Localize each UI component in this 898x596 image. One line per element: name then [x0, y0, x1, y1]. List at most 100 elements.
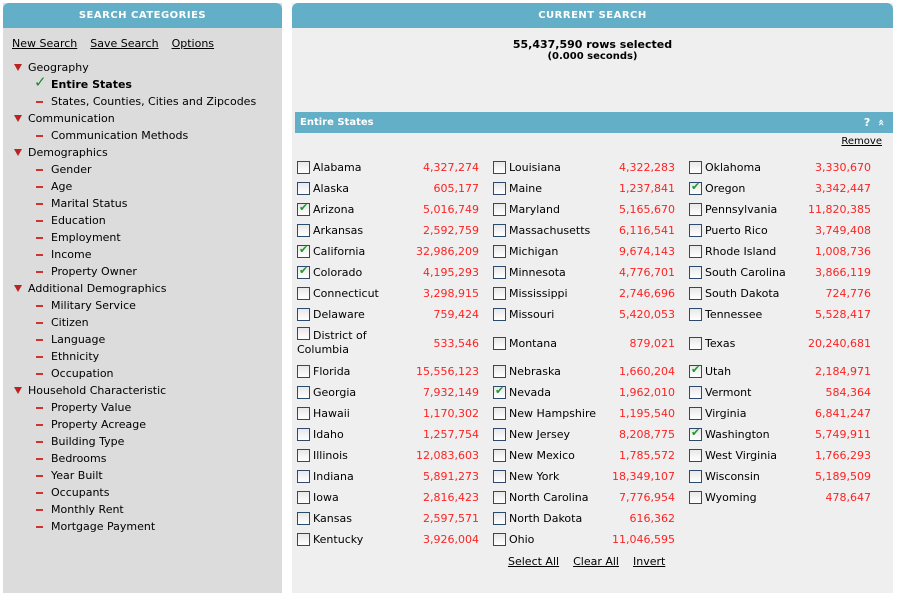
expand-triangle-icon[interactable]: [14, 149, 22, 156]
state-checkbox[interactable]: [297, 308, 310, 322]
subcategory[interactable]: Education: [13, 212, 281, 229]
subcategory[interactable]: Military Service: [13, 297, 281, 314]
state-checkbox[interactable]: [297, 365, 310, 379]
subcategory[interactable]: Property Owner: [13, 263, 281, 280]
subcategory[interactable]: Year Built: [13, 467, 281, 484]
state-checkbox[interactable]: [688, 336, 702, 350]
state-checkbox[interactable]: [492, 203, 506, 217]
state-checkbox[interactable]: [297, 512, 310, 526]
state-checkbox[interactable]: [297, 491, 310, 505]
state-checkbox[interactable]: [688, 386, 702, 400]
state-checkbox[interactable]: [492, 224, 506, 238]
category[interactable]: Demographics: [13, 144, 281, 161]
subcategory[interactable]: ✓ Entire States: [13, 74, 281, 93]
state-checkbox[interactable]: [492, 512, 506, 526]
state-count: 1,257,754: [423, 428, 479, 441]
state-checkbox[interactable]: [492, 533, 506, 547]
subcategory[interactable]: Mortgage Payment: [13, 518, 281, 535]
subcategory[interactable]: Property Acreage: [13, 416, 281, 433]
state-checkbox[interactable]: [688, 203, 702, 217]
subcategory[interactable]: Income: [13, 246, 281, 263]
state-checkbox[interactable]: [492, 470, 506, 484]
category[interactable]: Household Characteristic: [13, 382, 281, 399]
subcategory[interactable]: Occupants: [13, 484, 281, 501]
state-checkbox[interactable]: [492, 384, 506, 400]
state-checkbox[interactable]: [297, 386, 310, 400]
state-checkbox[interactable]: [492, 365, 506, 379]
expand-triangle-icon[interactable]: [14, 285, 22, 292]
subcategory[interactable]: Age: [13, 178, 281, 195]
dash-icon: [36, 203, 43, 205]
state-checkbox[interactable]: [688, 180, 702, 196]
category[interactable]: Communication: [13, 110, 281, 127]
state-checkbox[interactable]: [297, 243, 310, 259]
subcategory[interactable]: Gender: [13, 161, 281, 178]
state-checkbox[interactable]: [688, 266, 702, 280]
select-all-link[interactable]: Select All: [508, 555, 560, 568]
subcategory[interactable]: Communication Methods: [13, 127, 281, 144]
state-checkbox[interactable]: [297, 449, 310, 463]
subcategory[interactable]: Occupation: [13, 365, 281, 382]
subcategory[interactable]: States, Counties, Cities and Zipcodes: [13, 93, 281, 110]
category[interactable]: Additional Demographics: [13, 280, 281, 297]
state-checkbox[interactable]: [492, 428, 506, 442]
subcategory[interactable]: Language: [13, 331, 281, 348]
clear-all-link[interactable]: Clear All: [573, 555, 619, 568]
state-checkbox[interactable]: [688, 491, 702, 505]
state-checkbox[interactable]: [688, 426, 702, 442]
state-checkbox[interactable]: [492, 407, 506, 421]
expand-triangle-icon[interactable]: [14, 64, 22, 71]
state-checkbox[interactable]: [297, 326, 310, 340]
state-name: Alaska: [313, 182, 349, 195]
state-checkbox[interactable]: [492, 491, 506, 505]
state-checkbox[interactable]: [492, 336, 506, 350]
state-checkbox[interactable]: [297, 161, 310, 175]
state-checkbox[interactable]: [688, 308, 702, 322]
state-checkbox[interactable]: [492, 182, 506, 196]
state-checkbox[interactable]: [688, 224, 702, 238]
state-checkbox[interactable]: [297, 287, 310, 301]
subcategory[interactable]: Marital Status: [13, 195, 281, 212]
subcategory[interactable]: Employment: [13, 229, 281, 246]
invert-link[interactable]: Invert: [632, 555, 666, 568]
collapse-icon[interactable]: «: [874, 118, 888, 127]
state-checkbox[interactable]: [297, 201, 310, 217]
state-checkbox[interactable]: [297, 264, 310, 280]
state-checkbox[interactable]: [688, 449, 702, 463]
state-checkbox[interactable]: [297, 182, 310, 196]
state-checkbox[interactable]: [688, 470, 702, 484]
help-icon[interactable]: ?: [863, 116, 871, 129]
category[interactable]: Geography: [13, 59, 281, 76]
subcategory[interactable]: Monthly Rent: [13, 501, 281, 518]
state-checkbox[interactable]: [688, 161, 702, 175]
subcategory[interactable]: Bedrooms: [13, 450, 281, 467]
state-checkbox[interactable]: [688, 287, 702, 301]
state-checkbox[interactable]: [297, 428, 310, 442]
subcategory-label: Ethnicity: [51, 350, 100, 363]
state-checkbox[interactable]: [688, 407, 702, 421]
subcategory-label: Marital Status: [51, 197, 128, 210]
state-checkbox[interactable]: [297, 224, 310, 238]
state-checkbox[interactable]: [492, 245, 506, 259]
state-checkbox[interactable]: [492, 266, 506, 280]
expand-triangle-icon[interactable]: [14, 387, 22, 394]
state-count: 5,016,749: [423, 203, 479, 216]
state-checkbox[interactable]: [688, 245, 702, 259]
state-checkbox[interactable]: [688, 363, 702, 379]
subcategory[interactable]: Citizen: [13, 314, 281, 331]
state-checkbox[interactable]: [492, 161, 506, 175]
options-link[interactable]: Options: [171, 37, 215, 50]
save-search-link[interactable]: Save Search: [90, 37, 159, 50]
state-checkbox[interactable]: [297, 470, 310, 484]
new-search-link[interactable]: New Search: [12, 37, 78, 50]
state-checkbox[interactable]: [492, 287, 506, 301]
state-checkbox[interactable]: [492, 449, 506, 463]
remove-link[interactable]: Remove: [841, 136, 882, 147]
subcategory[interactable]: Building Type: [13, 433, 281, 450]
state-checkbox[interactable]: [297, 533, 310, 547]
state-checkbox[interactable]: [297, 407, 310, 421]
expand-triangle-icon[interactable]: [14, 115, 22, 122]
state-checkbox[interactable]: [492, 308, 506, 322]
subcategory[interactable]: Ethnicity: [13, 348, 281, 365]
subcategory[interactable]: Property Value: [13, 399, 281, 416]
